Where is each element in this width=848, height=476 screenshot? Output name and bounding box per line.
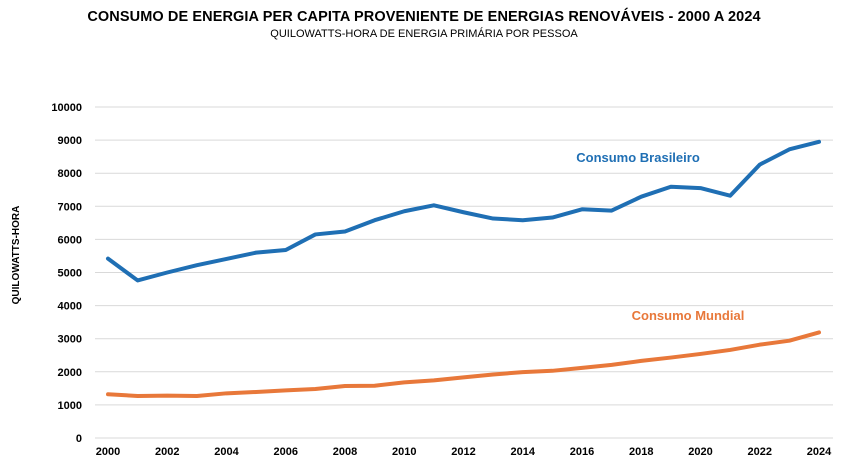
y-tick-label: 7000 [58, 201, 82, 213]
x-axis-ticks: 2000 2002 2004 2006 2008 2010 2012 2014 2016 2018… [96, 446, 832, 458]
y-tick-label: 9000 [58, 135, 82, 147]
chart-subtitle: QUILOWATTS-HORA DE ENERGIA PRIMÁRIA POR … [270, 28, 578, 40]
gridlines [95, 106, 833, 439]
y-axis-label: QUILOWATTS-HORA [11, 206, 22, 305]
x-tick-label: 2012 [451, 446, 475, 458]
y-tick-label: 2000 [58, 367, 82, 379]
y-tick-label: 4000 [58, 301, 82, 313]
series-labels: Consumo Brasileiro Consumo Mundial [576, 150, 744, 323]
y-axis-ticks: 0 1000 2000 3000 4000 5000 6000 7000 8000 9000 100… [51, 102, 82, 445]
series-line-mundial [106, 330, 821, 398]
x-tick-label: 2010 [392, 446, 416, 458]
y-tick-label: 5000 [58, 268, 82, 280]
x-tick-label: 2006 [274, 446, 298, 458]
y-tick-label: 3000 [58, 334, 82, 346]
x-tick-label: 2024 [807, 446, 832, 458]
y-tick-label: 0 [76, 433, 82, 445]
x-tick-label: 2000 [96, 446, 120, 458]
x-tick-label: 2022 [748, 446, 772, 458]
x-tick-label: 2018 [629, 446, 653, 458]
x-tick-label: 2004 [214, 446, 239, 458]
y-tick-label: 8000 [58, 168, 82, 180]
y-tick-label: 1000 [58, 400, 82, 412]
series-line-brasil [106, 139, 821, 283]
x-tick-label: 2008 [333, 446, 357, 458]
series-lines [106, 139, 821, 398]
series-label-brasil: Consumo Brasileiro [576, 150, 700, 165]
x-tick-label: 2002 [155, 446, 179, 458]
chart-title: CONSUMO DE ENERGIA PER CAPITA PROVENIENT… [87, 9, 761, 25]
series-label-mundial: Consumo Mundial [632, 308, 745, 323]
y-tick-label: 6000 [58, 234, 82, 246]
x-tick-label: 2014 [511, 446, 536, 458]
x-tick-label: 2020 [688, 446, 712, 458]
x-tick-label: 2016 [570, 446, 594, 458]
y-tick-label: 10000 [51, 102, 82, 114]
